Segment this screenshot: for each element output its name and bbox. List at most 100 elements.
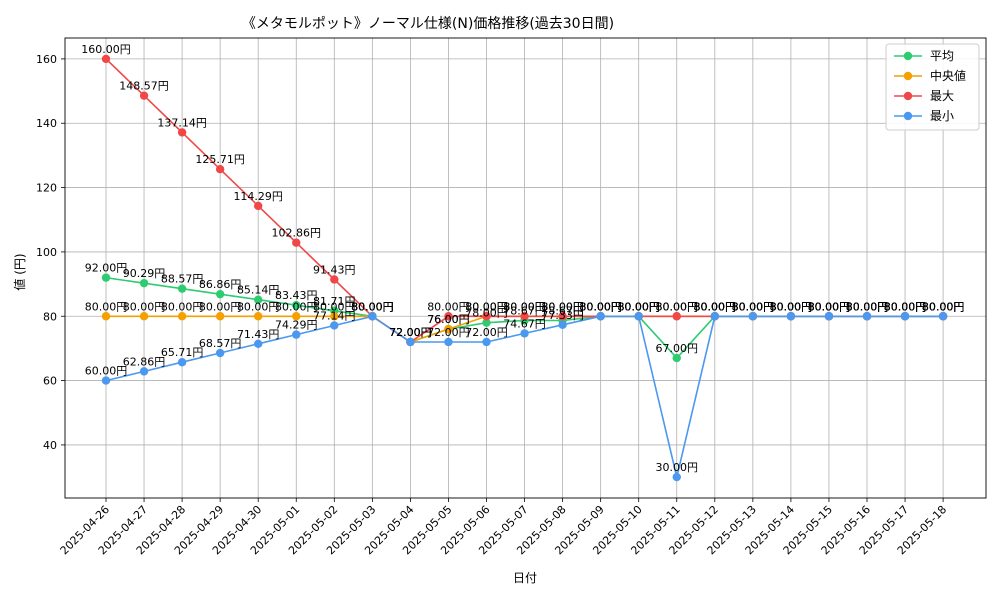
data-label: 80.00円 [922, 300, 965, 313]
data-label: 62.86円 [123, 355, 166, 368]
data-label: 114.29円 [233, 190, 283, 203]
data-label: 80.00円 [503, 300, 546, 313]
data-label: 80.00円 [503, 300, 546, 313]
y-tick-label: 120 [36, 182, 57, 195]
data-label: 90.29円 [123, 267, 166, 280]
data-label: 80.00円 [884, 300, 927, 313]
data-point [406, 337, 415, 347]
data-label: 80.00円 [808, 300, 851, 313]
data-point [672, 353, 681, 363]
y-tick-label: 140 [36, 117, 57, 130]
data-label: 80.00円 [694, 300, 737, 313]
data-point [139, 278, 149, 288]
data-point [786, 312, 796, 321]
legend-label: 平均 [930, 49, 954, 63]
data-label: 80.00円 [199, 300, 242, 313]
data-point [254, 201, 263, 211]
data-label: 78.00円 [465, 307, 508, 320]
data-label: 88.57円 [161, 273, 204, 286]
data-label: 102.86円 [272, 227, 322, 240]
data-label: 80.00円 [732, 300, 775, 313]
data-point [101, 273, 111, 282]
data-point [139, 312, 149, 321]
data-point [101, 312, 111, 321]
data-label: 80.00円 [427, 300, 470, 313]
data-label: 80.00円 [884, 300, 927, 313]
data-label: 80.00円 [808, 300, 851, 313]
x-axis-label: 日付 [513, 571, 537, 585]
legend-marker [903, 71, 913, 81]
data-label: 137.14円 [157, 116, 207, 129]
y-tick-label: 60 [43, 375, 57, 388]
data-point [520, 312, 529, 321]
data-label: 80.00円 [846, 300, 889, 313]
data-point [558, 312, 567, 321]
data-point [482, 312, 491, 321]
data-label: 76.00円 [427, 313, 470, 326]
data-label: 78.67円 [503, 305, 546, 318]
data-label: 80.00円 [884, 300, 927, 313]
data-label: 80.00円 [237, 300, 280, 313]
data-point [101, 54, 111, 64]
data-point [900, 312, 910, 321]
data-label: 65.71円 [161, 346, 204, 359]
data-point [254, 339, 263, 349]
data-point [292, 238, 301, 247]
data-label: 72.00円 [389, 326, 432, 339]
data-point [177, 358, 187, 367]
data-label: 80.00円 [579, 300, 622, 313]
data-label: 125.71円 [195, 153, 245, 166]
y-tick-label: 80 [43, 310, 57, 323]
data-label: 80.00円 [732, 300, 775, 313]
data-point [482, 318, 491, 327]
data-point [672, 312, 681, 321]
data-label: 83.43円 [275, 289, 318, 302]
data-label: 80.00円 [770, 300, 813, 313]
data-label: 80.00円 [922, 300, 965, 313]
data-point [748, 312, 758, 321]
data-point [824, 312, 834, 321]
data-label: 74.67円 [503, 317, 546, 330]
data-point [330, 312, 339, 321]
data-label: 80.00円 [808, 300, 851, 313]
data-label: 80.00円 [808, 300, 851, 313]
data-point [292, 301, 301, 310]
data-point [139, 91, 149, 100]
data-label: 80.00円 [541, 300, 584, 313]
data-label: 80.00円 [465, 300, 508, 313]
data-point [634, 312, 643, 321]
legend-marker [903, 91, 913, 101]
data-label: 80.00円 [694, 300, 737, 313]
data-label: 91.43円 [313, 263, 356, 276]
data-label: 80.00円 [351, 300, 394, 313]
data-point [254, 312, 263, 321]
data-label: 80.00円 [846, 300, 889, 313]
data-point [177, 128, 187, 137]
data-label: 80.00円 [351, 300, 394, 313]
data-label: 80.00円 [846, 300, 889, 313]
data-label: 71.43円 [237, 328, 280, 341]
data-point [710, 312, 719, 321]
data-label: 74.29円 [275, 319, 318, 332]
data-point [215, 289, 225, 299]
data-label: 148.57円 [119, 80, 169, 93]
data-label: 80.00円 [313, 300, 356, 313]
data-point [215, 348, 225, 358]
data-point [292, 330, 301, 339]
data-label: 80.00円 [884, 300, 927, 313]
data-point [558, 320, 567, 330]
data-point [177, 312, 187, 321]
data-point [215, 165, 225, 174]
legend-label: 中央値 [930, 68, 966, 83]
data-point [101, 376, 111, 385]
data-label: 80.00円 [656, 300, 699, 313]
y-tick-label: 100 [36, 246, 57, 259]
data-label: 77.14円 [313, 309, 356, 322]
data-point [444, 337, 453, 347]
data-label: 72.00円 [389, 326, 432, 339]
data-label: 72.00円 [427, 326, 470, 339]
data-label: 80.00円 [694, 300, 737, 313]
data-label: 80.00円 [922, 300, 965, 313]
